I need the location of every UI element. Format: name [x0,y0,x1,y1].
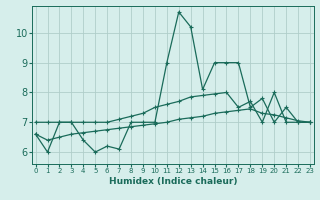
X-axis label: Humidex (Indice chaleur): Humidex (Indice chaleur) [108,177,237,186]
